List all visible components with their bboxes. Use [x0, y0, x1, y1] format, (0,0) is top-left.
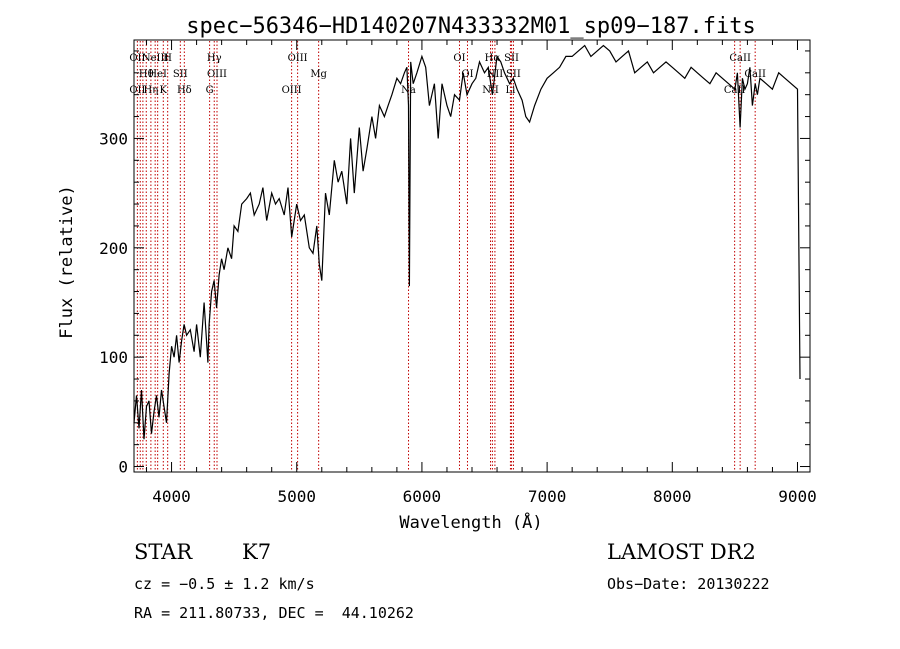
ra-dec-coordinates: RA = 211.80733, DEC = 44.10262 — [134, 604, 414, 622]
x-tick-label: 9000 — [778, 487, 817, 506]
line-marker-label: Mg — [310, 69, 327, 80]
spectrum-line — [133, 44, 801, 440]
line-marker-label: Hα — [485, 53, 501, 64]
line-marker-label: NII — [482, 85, 499, 96]
x-tick-label: 8000 — [653, 487, 692, 506]
object-subclass: K7 — [242, 540, 272, 564]
spectrum-series — [133, 44, 801, 440]
line-marker-label: K — [160, 85, 168, 96]
line-marker-label: SII — [173, 69, 188, 80]
y-tick-label: 100 — [99, 348, 128, 367]
plot-frame — [133, 39, 811, 473]
line-marker-label: Hγ — [207, 53, 222, 64]
line-marker-label: OII — [129, 85, 145, 96]
line-marker-label: SII — [504, 53, 519, 64]
line-marker-label: OIII — [282, 85, 302, 96]
y-tick-label: 0 — [118, 458, 128, 477]
x-axis-label: Wavelength (Å) — [399, 511, 542, 533]
line-marker-label: CaII — [724, 85, 746, 96]
y-tick-label: 200 — [99, 239, 128, 258]
line-marker-label: H — [163, 53, 172, 64]
axis-ticks: 4000 5000 6000 7000 8000 9000 0 100 200 300 — [99, 40, 817, 506]
x-tick-label: 4000 — [152, 487, 191, 506]
line-marker-label: OI — [461, 69, 473, 80]
line-marker-label: CaII — [744, 69, 766, 80]
line-marker-label: G — [206, 85, 214, 96]
line-marker-label: SII — [506, 69, 521, 80]
survey-name: LAMOST DR2 — [607, 540, 756, 564]
line-marker-label: CaII — [729, 53, 751, 64]
x-tick-label: 5000 — [277, 487, 316, 506]
x-tick-label: 6000 — [403, 487, 442, 506]
line-marker-label: Na — [401, 85, 416, 96]
spectral-line-markers — [136, 41, 756, 471]
line-marker-label: OIII — [207, 69, 227, 80]
line-marker-label: OII — [129, 53, 145, 64]
line-marker-label: Hδ — [177, 85, 192, 96]
line-marker-label: HeI — [148, 69, 167, 80]
chart-title: spec−56346−HD140207N433332M01_sp09−187.f… — [186, 14, 756, 39]
redshift-velocity: cz = −0.5 ± 1.2 km/s — [134, 575, 315, 593]
y-axis-label: Flux (relative) — [57, 185, 77, 339]
y-tick-label: 300 — [99, 129, 128, 148]
observation-date: Obs−Date: 20130222 — [607, 575, 770, 593]
object-class: STAR — [134, 540, 193, 564]
line-marker-label: Li — [506, 85, 516, 96]
line-marker-label: NII — [487, 69, 504, 80]
line-marker-label: Hη — [144, 85, 159, 96]
line-marker-label: OI — [453, 53, 465, 64]
x-tick-label: 7000 — [528, 487, 567, 506]
line-marker-label: Hθ — [139, 69, 154, 80]
line-marker-label: OIII — [288, 53, 308, 64]
line-marker-label: NeIII — [142, 53, 169, 64]
